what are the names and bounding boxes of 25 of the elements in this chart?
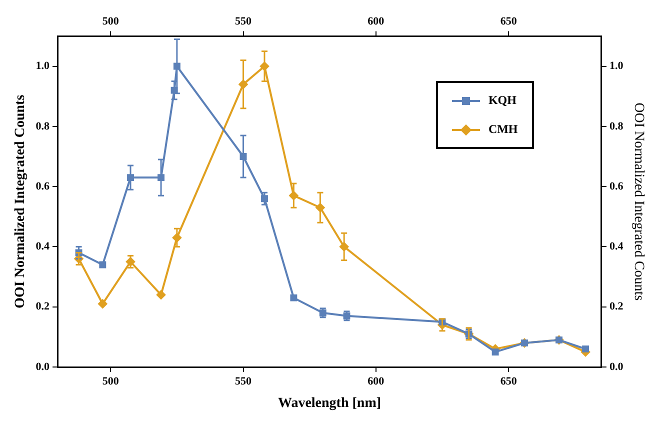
y-tick-label: 1.0 bbox=[36, 60, 50, 72]
legend-label: CMH bbox=[488, 122, 518, 138]
x-tick-label: 550 bbox=[235, 375, 252, 388]
y2-axis-title: OOI Normalized Integrated Counts bbox=[630, 102, 646, 301]
y-tick-label: 0.0 bbox=[36, 360, 50, 373]
y2-tick-label: 1.0 bbox=[609, 60, 624, 72]
x-axis-title: Wavelength [nm] bbox=[278, 396, 382, 412]
legend-label: KQH bbox=[488, 93, 516, 108]
y-axis-title: OOI Normalized Integrated Counts bbox=[13, 94, 28, 308]
y-tick-label: 0.8 bbox=[36, 120, 50, 132]
x-tick-label: 650 bbox=[500, 375, 518, 388]
y2-tick-label: 0.2 bbox=[609, 300, 624, 313]
y-tick-label: 0.6 bbox=[36, 180, 50, 192]
x2-tick-label: 600 bbox=[368, 15, 385, 28]
x2-tick-label: 550 bbox=[235, 15, 252, 28]
y-tick-label: 0.2 bbox=[36, 300, 50, 313]
y-tick-label: 0.4 bbox=[36, 240, 50, 253]
y2-tick-label: 0.8 bbox=[609, 120, 624, 132]
x2-tick-label: 500 bbox=[102, 15, 120, 28]
x-tick-label: 500 bbox=[102, 375, 120, 388]
y2-tick-label: 0.0 bbox=[609, 360, 624, 373]
y2-tick-label: 0.6 bbox=[609, 180, 624, 192]
x-tick-label: 600 bbox=[368, 375, 385, 388]
y2-tick-label: 0.4 bbox=[609, 240, 624, 253]
x2-tick-label: 650 bbox=[500, 15, 518, 28]
